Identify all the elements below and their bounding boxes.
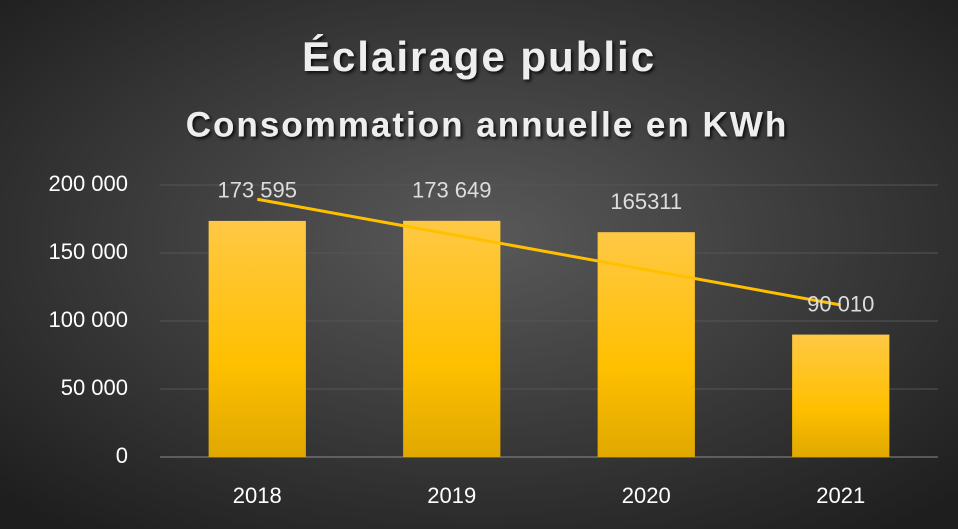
data-label: 173 649 [412,178,492,203]
x-tick-label: 2018 [233,483,282,508]
x-tick-label: 2021 [816,483,865,508]
x-tick-label: 2020 [622,483,671,508]
y-tick-label: 50 000 [61,375,128,400]
y-tick-label: 150 000 [48,239,128,264]
data-label: 165311 [610,189,682,214]
y-tick-label: 0 [116,443,128,468]
bar [403,220,501,457]
data-label: 90 010 [807,291,874,316]
trendline [256,197,842,307]
bar [792,334,890,457]
bar [597,232,695,457]
x-tick-label: 2019 [427,483,476,508]
data-label: 173 595 [217,178,297,203]
bar [208,220,306,457]
chart-title: Éclairage public [302,33,656,80]
chart-subtitle: Consommation annuelle en KWh [186,105,788,144]
y-tick-label: 100 000 [48,307,128,332]
y-tick-label: 200 000 [48,171,128,196]
